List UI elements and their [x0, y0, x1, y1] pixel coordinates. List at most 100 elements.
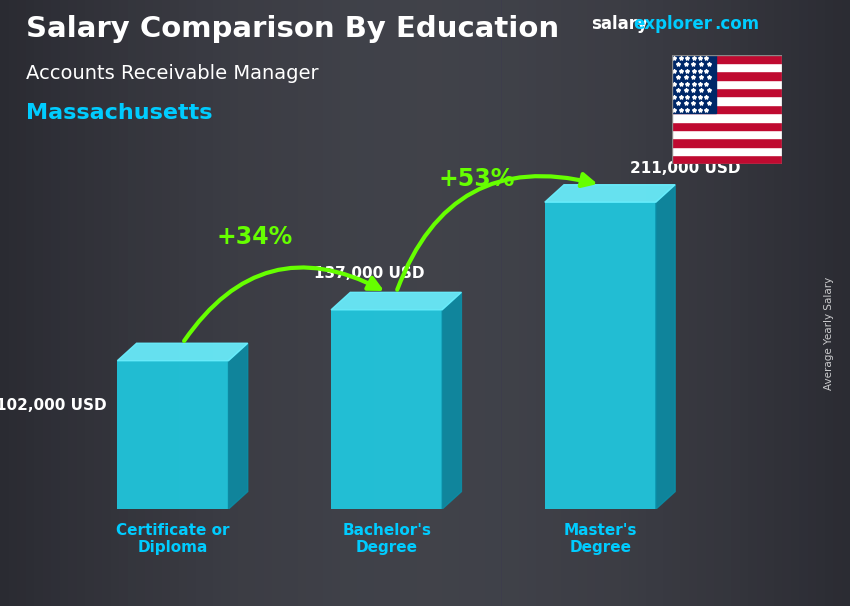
Bar: [76, 0, 85, 606]
Bar: [774, 0, 782, 606]
Bar: [688, 0, 697, 606]
Bar: [595, 0, 604, 606]
Bar: [323, 0, 332, 606]
Bar: [42, 0, 51, 606]
Bar: [672, 88, 782, 96]
Text: Average Yearly Salary: Average Yearly Salary: [824, 277, 834, 390]
Bar: [416, 0, 425, 606]
Bar: [425, 0, 434, 606]
Bar: [748, 0, 756, 606]
Bar: [366, 0, 374, 606]
Bar: [374, 0, 382, 606]
Bar: [264, 0, 272, 606]
Bar: [136, 0, 144, 606]
Bar: [518, 0, 527, 606]
Bar: [672, 72, 782, 80]
Text: +53%: +53%: [439, 167, 514, 191]
Bar: [110, 0, 119, 606]
Bar: [60, 0, 68, 606]
Bar: [663, 0, 672, 606]
Bar: [816, 0, 824, 606]
Bar: [340, 0, 348, 606]
Bar: [638, 0, 646, 606]
Bar: [620, 0, 629, 606]
Bar: [680, 0, 688, 606]
Bar: [289, 0, 297, 606]
Bar: [17, 0, 26, 606]
Bar: [230, 0, 238, 606]
Bar: [824, 0, 833, 606]
Bar: [170, 0, 178, 606]
Bar: [178, 0, 187, 606]
Bar: [187, 0, 196, 606]
Bar: [468, 0, 476, 606]
Bar: [731, 0, 740, 606]
Text: Accounts Receivable Manager: Accounts Receivable Manager: [26, 64, 318, 82]
Bar: [434, 0, 442, 606]
Bar: [842, 0, 850, 606]
Text: Massachusetts: Massachusetts: [26, 103, 212, 123]
Bar: [502, 0, 510, 606]
Bar: [570, 0, 578, 606]
Bar: [280, 0, 289, 606]
Bar: [586, 0, 595, 606]
Bar: [672, 63, 782, 72]
Text: explorer: explorer: [633, 15, 712, 33]
Bar: [221, 0, 230, 606]
Text: .com: .com: [714, 15, 759, 33]
Bar: [654, 0, 663, 606]
Bar: [629, 0, 638, 606]
Polygon shape: [656, 185, 675, 509]
Polygon shape: [331, 292, 462, 310]
Bar: [102, 0, 110, 606]
Bar: [332, 0, 340, 606]
Bar: [255, 0, 264, 606]
Text: salary: salary: [591, 15, 648, 33]
Bar: [672, 155, 782, 164]
Bar: [782, 0, 790, 606]
Bar: [765, 0, 774, 606]
Bar: [246, 0, 255, 606]
Text: Salary Comparison By Education: Salary Comparison By Education: [26, 15, 558, 43]
Bar: [298, 0, 306, 606]
Bar: [510, 0, 518, 606]
Bar: [790, 0, 799, 606]
Bar: [672, 55, 716, 113]
Bar: [612, 0, 620, 606]
Text: 137,000 USD: 137,000 USD: [314, 265, 425, 281]
Bar: [722, 0, 731, 606]
Bar: [450, 0, 459, 606]
Bar: [26, 0, 34, 606]
Bar: [706, 0, 714, 606]
Bar: [672, 122, 782, 130]
Bar: [527, 0, 536, 606]
Bar: [314, 0, 323, 606]
Bar: [128, 0, 136, 606]
Bar: [672, 55, 782, 63]
Bar: [196, 0, 204, 606]
Bar: [272, 0, 280, 606]
Bar: [357, 0, 366, 606]
Polygon shape: [229, 343, 247, 509]
Polygon shape: [117, 343, 247, 361]
Bar: [476, 0, 484, 606]
Bar: [8, 0, 17, 606]
Bar: [672, 80, 782, 88]
Bar: [94, 0, 102, 606]
Bar: [740, 0, 748, 606]
Bar: [714, 0, 722, 606]
Bar: [672, 130, 782, 138]
Bar: [672, 113, 782, 122]
Bar: [604, 0, 612, 606]
Bar: [204, 0, 212, 606]
Bar: [162, 0, 170, 606]
Bar: [0, 0, 8, 606]
Bar: [672, 138, 782, 147]
Bar: [672, 105, 782, 113]
Bar: [484, 0, 493, 606]
Bar: [578, 0, 586, 606]
Bar: [799, 0, 808, 606]
Bar: [833, 0, 842, 606]
Polygon shape: [545, 185, 675, 202]
Bar: [117, 361, 229, 509]
